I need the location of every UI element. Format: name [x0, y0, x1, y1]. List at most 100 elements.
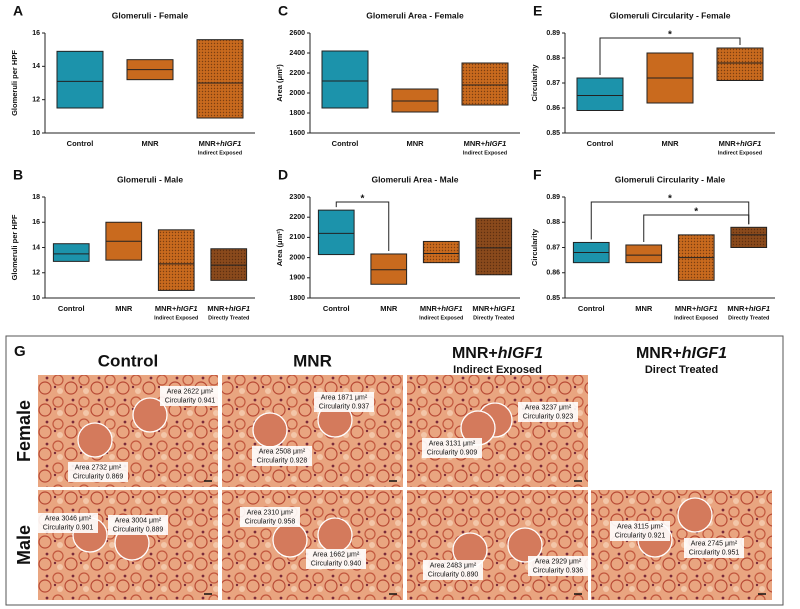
chart-title: Glomeruli Circularity - Male	[615, 174, 726, 184]
annotation-box	[306, 549, 366, 569]
annotation-text: Circularity 0.869	[73, 473, 124, 480]
y-axis-label: Glomeruli per HPF	[10, 214, 19, 280]
x-tick-label: MNR+hIGF1	[472, 304, 515, 313]
glomerulus	[77, 422, 113, 458]
glomerulus	[317, 517, 353, 553]
x-tick-label: MNR+hIGF1	[199, 139, 242, 148]
annotation-text: Area 1871 μm²	[321, 394, 368, 401]
annotation-text: Circularity 0.958	[245, 518, 296, 525]
annotation-text: Area 3131 μm²	[429, 440, 476, 447]
y-tick-label: 2400	[289, 50, 305, 57]
y-tick-label: 2000	[289, 90, 305, 97]
annotation-text: Area 1662 μm²	[313, 551, 360, 558]
chart-title: Glomeruli - Male	[117, 174, 183, 184]
x-tick-sublabel: Indirect Exposed	[463, 150, 507, 156]
y-tick-label: 2000	[289, 254, 305, 261]
y-tick-label: 0.89	[546, 194, 560, 201]
y-tick-label: 14	[32, 63, 40, 70]
annotation-box	[423, 560, 483, 580]
annotation-text: Circularity 0.937	[319, 403, 370, 410]
x-tick-sublabel: Indirect Exposed	[419, 315, 463, 321]
annotation-text: Area 3004 μm²	[115, 517, 162, 524]
y-tick-label: 10	[32, 130, 40, 137]
annotation-text: Area 3046 μm²	[45, 515, 92, 522]
annotation-box	[528, 556, 588, 576]
y-tick-label: 10	[32, 295, 40, 302]
x-tick-label: MNR	[661, 139, 679, 148]
panel-letter: D	[278, 167, 288, 183]
chart-title: Glomeruli - Female	[112, 10, 189, 20]
x-tick-label: MNR	[141, 139, 159, 148]
x-tick-sublabel: Indirect Exposed	[198, 150, 242, 156]
y-tick-label: 16	[32, 219, 40, 226]
y-axis-label: Glomeruli per HPF	[10, 50, 19, 116]
significance-label: *	[361, 194, 365, 205]
y-axis-label: Circularity	[530, 64, 539, 102]
annotation-text: Circularity 0.941	[165, 397, 216, 404]
y-tick-label: 14	[32, 244, 40, 251]
significance-bracket	[599, 37, 741, 75]
annotation-box	[108, 515, 168, 535]
annotation-text: Circularity 0.901	[43, 524, 94, 531]
x-tick-sublabel: Indirect Exposed	[674, 315, 718, 321]
x-tick-label: MNR+hIGF1	[719, 139, 762, 148]
annotation-text: Circularity 0.923	[523, 413, 574, 420]
annotation-text: Circularity 0.889	[113, 526, 164, 533]
x-tick-label: MNR+hIGF1	[727, 304, 770, 313]
x-tick-label: Control	[332, 139, 359, 148]
annotation-box	[314, 392, 374, 412]
x-tick-label: MNR	[406, 139, 424, 148]
box-texture	[462, 63, 508, 105]
x-tick-sublabel: Directly Treated	[728, 315, 769, 321]
x-tick-sublabel: Indirect Exposed	[154, 315, 198, 321]
annotation-text: Area 2310 μm²	[247, 509, 294, 516]
annotation-box	[422, 438, 482, 458]
annotation-text: Area 2929 μm²	[535, 558, 582, 565]
charts: A Glomeruli - Female Glomeruli per HPF 10 12…	[10, 3, 775, 321]
annotation-text: Area 2745 μm²	[691, 540, 738, 547]
row-label: Male	[14, 525, 34, 565]
column-title: MNR	[293, 351, 332, 370]
box-texture	[197, 39, 243, 118]
annotation-box	[38, 513, 98, 533]
y-tick-label: 2300	[289, 194, 305, 201]
histology-image	[222, 490, 403, 600]
y-tick-label: 1900	[289, 275, 305, 282]
panel-letter: E	[533, 3, 542, 19]
box	[625, 244, 663, 264]
y-tick-label: 0.87	[546, 244, 560, 251]
annotation-text: Circularity 0.921	[615, 532, 666, 539]
annotation-box	[68, 462, 128, 482]
box-texture	[423, 241, 460, 263]
annotation-text: Circularity 0.928	[257, 457, 308, 464]
annotation-text: Area 2483 μm²	[430, 562, 477, 569]
x-tick-label: Control	[67, 139, 94, 148]
y-tick-label: 1600	[289, 130, 305, 137]
y-tick-label: 0.87	[546, 80, 560, 87]
y-tick-label: 0.88	[546, 219, 560, 226]
column-title: MNR+hIGF1	[452, 345, 543, 362]
box	[317, 209, 355, 256]
annotation-text: Circularity 0.909	[427, 449, 478, 456]
box	[56, 50, 104, 109]
box-texture	[158, 229, 195, 291]
box-texture	[717, 48, 763, 81]
box	[52, 243, 90, 262]
annotation-box	[252, 446, 312, 466]
x-tick-label: Control	[323, 304, 350, 313]
glomerulus	[252, 412, 288, 448]
x-tick-label: MNR	[115, 304, 133, 313]
y-tick-label: 12	[32, 270, 40, 277]
x-tick-label: MNR+hIGF1	[207, 304, 250, 313]
x-tick-label: MNR	[635, 304, 653, 313]
box-texture	[475, 218, 512, 275]
box	[321, 50, 369, 109]
box	[576, 77, 624, 111]
y-tick-label: 18	[32, 194, 40, 201]
annotation-text: Circularity 0.940	[311, 560, 362, 567]
annotation-box	[160, 386, 220, 406]
annotation-box	[518, 402, 578, 422]
panel-letter: F	[533, 167, 542, 183]
annotation-box	[684, 538, 744, 558]
